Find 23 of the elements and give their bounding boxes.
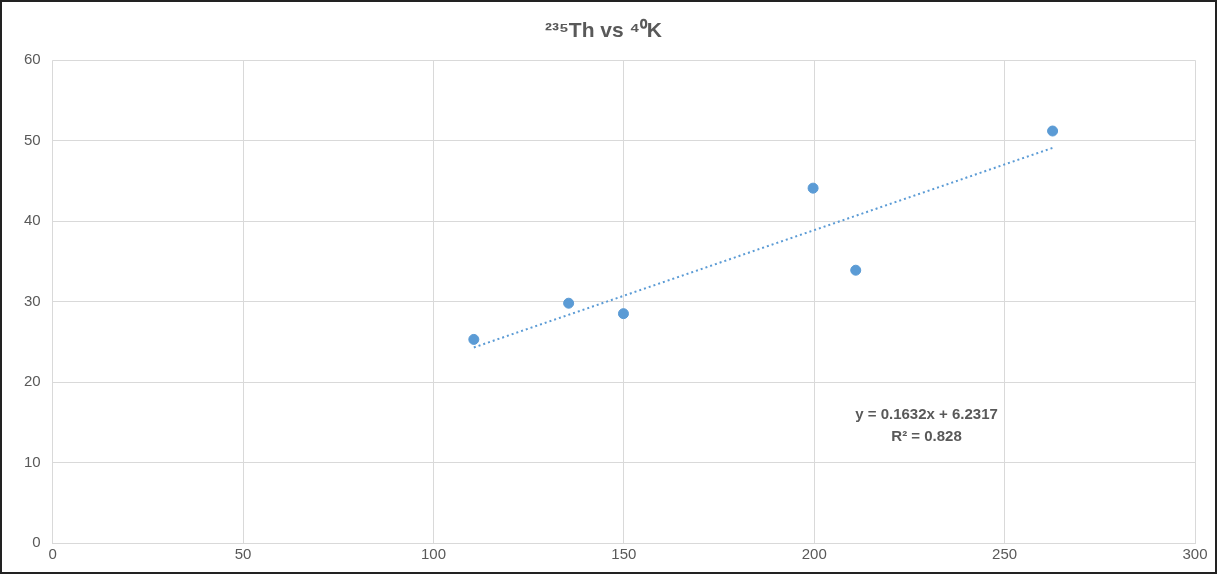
- y-tick-label: 10: [24, 452, 41, 470]
- x-tick-label: 50: [234, 545, 252, 563]
- point: [563, 297, 575, 309]
- y-tick-label: 50: [24, 130, 41, 148]
- point: [468, 333, 480, 345]
- point: [1047, 125, 1059, 137]
- y-tick-label: 60: [24, 50, 41, 68]
- point: [807, 182, 819, 194]
- x-tick-label: 300: [1182, 545, 1208, 563]
- x-tick-label: 250: [992, 545, 1018, 563]
- y-tick-label: 20: [24, 372, 41, 390]
- y-tick-label: 30: [24, 291, 41, 309]
- x-tick-label: 0: [48, 545, 57, 563]
- x-tick-label: 200: [801, 545, 827, 563]
- annotation: y = 0.1632x + 6.2317: [855, 405, 998, 423]
- y-tick-label: 40: [24, 211, 41, 229]
- point: [850, 264, 862, 276]
- y-tick-label: 0: [32, 533, 41, 551]
- chart-title: ²³⁵Th vs ⁴⁰K: [544, 18, 663, 42]
- annotation: R² = 0.828: [891, 427, 962, 445]
- point: [617, 308, 629, 320]
- x-tick-label: 100: [420, 545, 446, 563]
- x-tick-label: 150: [611, 545, 637, 563]
